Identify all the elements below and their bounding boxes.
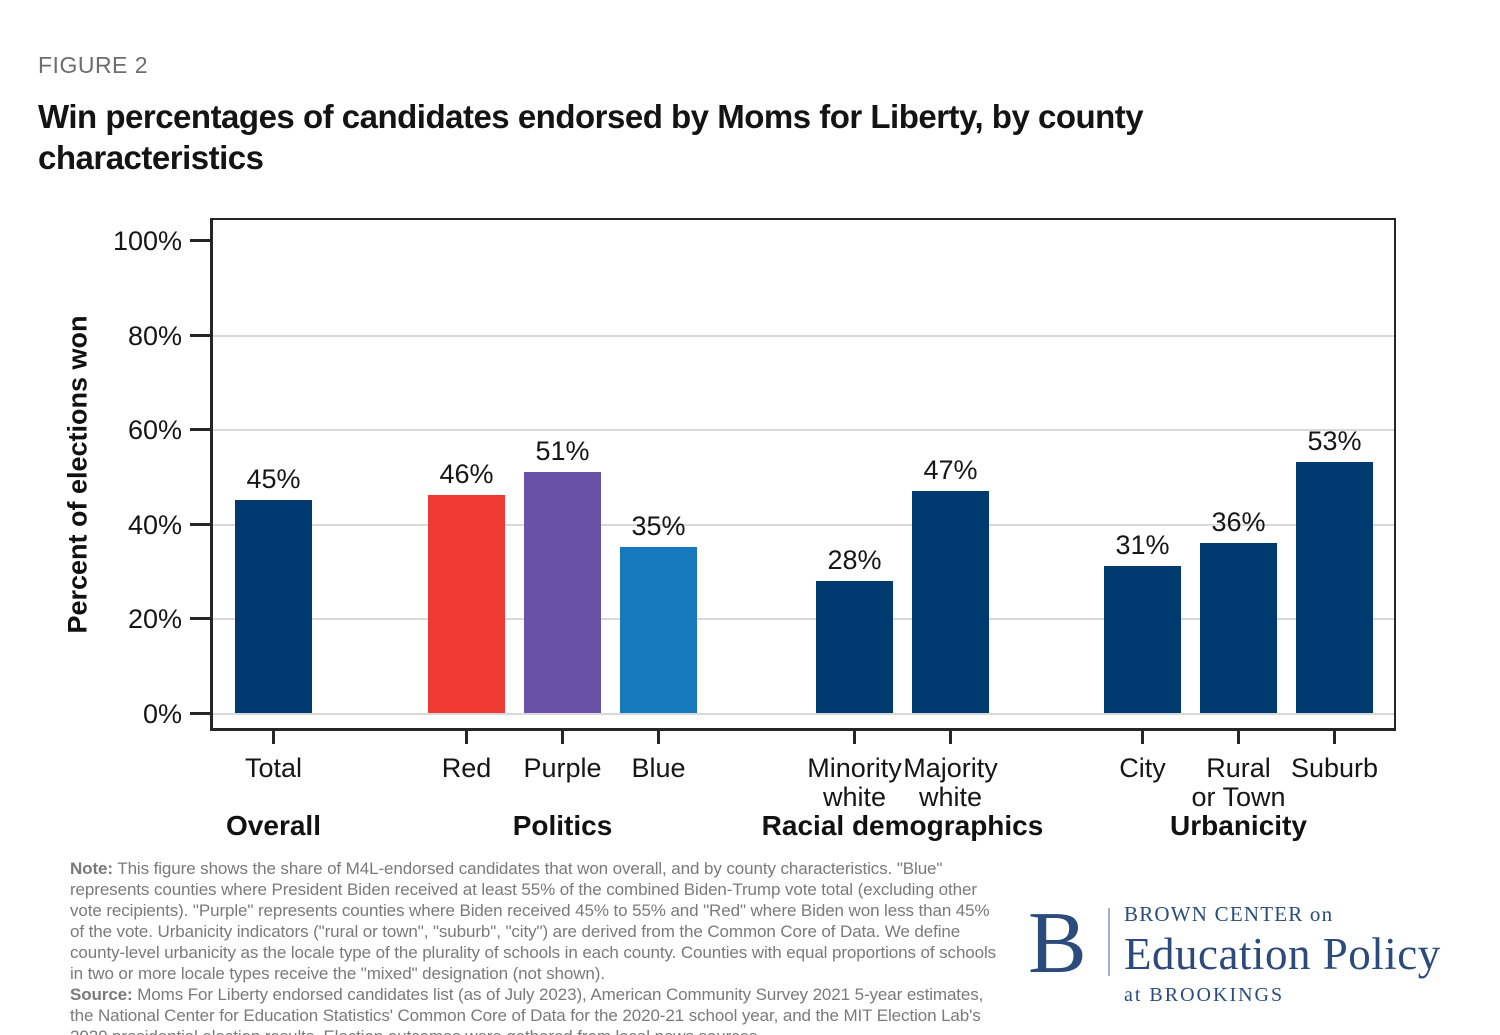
y-axis-tick-label: 0% — [142, 699, 182, 729]
y-axis-tick-label: 60% — [127, 415, 182, 446]
bar — [1200, 543, 1277, 713]
x-category-label: Rural or Town — [1191, 753, 1286, 812]
logo-line-at-brookings: at BROOKINGS — [1124, 984, 1285, 1006]
x-group-label: Politics — [512, 810, 613, 841]
x-category-label: City — [1119, 753, 1166, 783]
logo-line-education-policy: Education Policy — [1124, 929, 1441, 979]
y-gridline — [213, 429, 1394, 432]
x-axis-tick — [272, 731, 275, 744]
y-axis-tick — [190, 712, 210, 715]
bar — [912, 491, 989, 713]
y-axis-title-text: Percent of elections won — [62, 314, 93, 634]
x-category-label: Red — [441, 753, 492, 783]
bar — [428, 495, 505, 713]
source-label: Source: — [70, 985, 133, 1004]
x-axis-tick — [1141, 731, 1144, 744]
y-gridline — [213, 713, 1394, 715]
x-axis-tick — [657, 731, 660, 744]
y-axis-tick-label: 40% — [127, 509, 182, 540]
y-gridline — [213, 334, 1394, 337]
x-category-label: Total — [244, 753, 303, 783]
bar-value-label: 31% — [1115, 530, 1170, 560]
logo-divider — [1108, 908, 1110, 976]
chart-title: Win percentages of candidates endorsed b… — [38, 98, 1144, 177]
x-axis-tick — [853, 731, 856, 744]
x-category-label: Blue — [631, 753, 686, 783]
bar — [524, 472, 601, 713]
y-axis-tick — [190, 617, 210, 621]
y-axis-tick — [190, 522, 210, 526]
bar-value-label: 53% — [1307, 426, 1362, 456]
source-text: Moms For Liberty endorsed candidates lis… — [70, 985, 984, 1035]
bar-value-label: 28% — [827, 545, 882, 575]
note-text: This figure shows the share of M4L-endor… — [70, 859, 997, 983]
y-axis-tick-label: 100% — [112, 226, 182, 256]
logo-line-brown-center: BROWN CENTER on — [1124, 902, 1334, 926]
bar-value-label: 36% — [1211, 507, 1266, 537]
bar-value-label: 35% — [631, 511, 686, 541]
bar — [235, 500, 312, 713]
logo-text-block: BROWN CENTER on Education Policy at BROO… — [1124, 902, 1441, 1007]
bar-value-label: 51% — [535, 436, 590, 466]
y-axis-tick — [190, 333, 210, 337]
note-paragraph: Note: This figure shows the share of M4L… — [70, 858, 998, 1035]
y-gridline — [213, 618, 1394, 621]
x-group-label: Urbanicity — [1170, 810, 1307, 841]
figure-number-label: FIGURE 2 — [38, 52, 149, 78]
note-label: Note: — [70, 859, 113, 878]
bar — [816, 581, 893, 713]
x-group-label: Racial demographics — [761, 810, 1044, 841]
bar — [1104, 566, 1181, 713]
x-group-label: Overall — [226, 810, 321, 841]
bar-value-label: 45% — [246, 464, 301, 494]
bar-value-label: 46% — [439, 459, 494, 489]
x-category-label: Purple — [523, 753, 602, 783]
x-axis-tick — [1333, 731, 1336, 744]
x-axis-tick — [561, 731, 564, 744]
chart-plot-area — [210, 218, 1396, 731]
brookings-b-mark: B — [1028, 895, 1087, 992]
x-category-label: Majority white — [903, 753, 998, 812]
y-axis-tick — [190, 239, 210, 242]
chart-notes: Note: This figure shows the share of M4L… — [70, 858, 998, 1035]
x-axis-tick — [949, 731, 952, 744]
y-axis-tick-label: 80% — [127, 320, 182, 351]
x-axis-tick — [1237, 731, 1240, 744]
brookings-logo: B BROWN CENTER on Education Policy at BR… — [1022, 898, 1472, 1016]
y-axis-tick-label: 20% — [127, 604, 182, 635]
x-category-label: Suburb — [1290, 753, 1379, 783]
y-axis-tick — [190, 428, 210, 432]
bar-chart: Percent of elections won 0% 20% 40% 60% 80% 1… — [0, 210, 1500, 858]
bar — [620, 547, 697, 713]
x-category-label: Minority white — [807, 753, 902, 812]
bar — [1296, 462, 1373, 713]
x-axis-tick — [465, 731, 468, 744]
bar-value-label: 47% — [923, 455, 978, 485]
y-gridline — [213, 523, 1394, 526]
